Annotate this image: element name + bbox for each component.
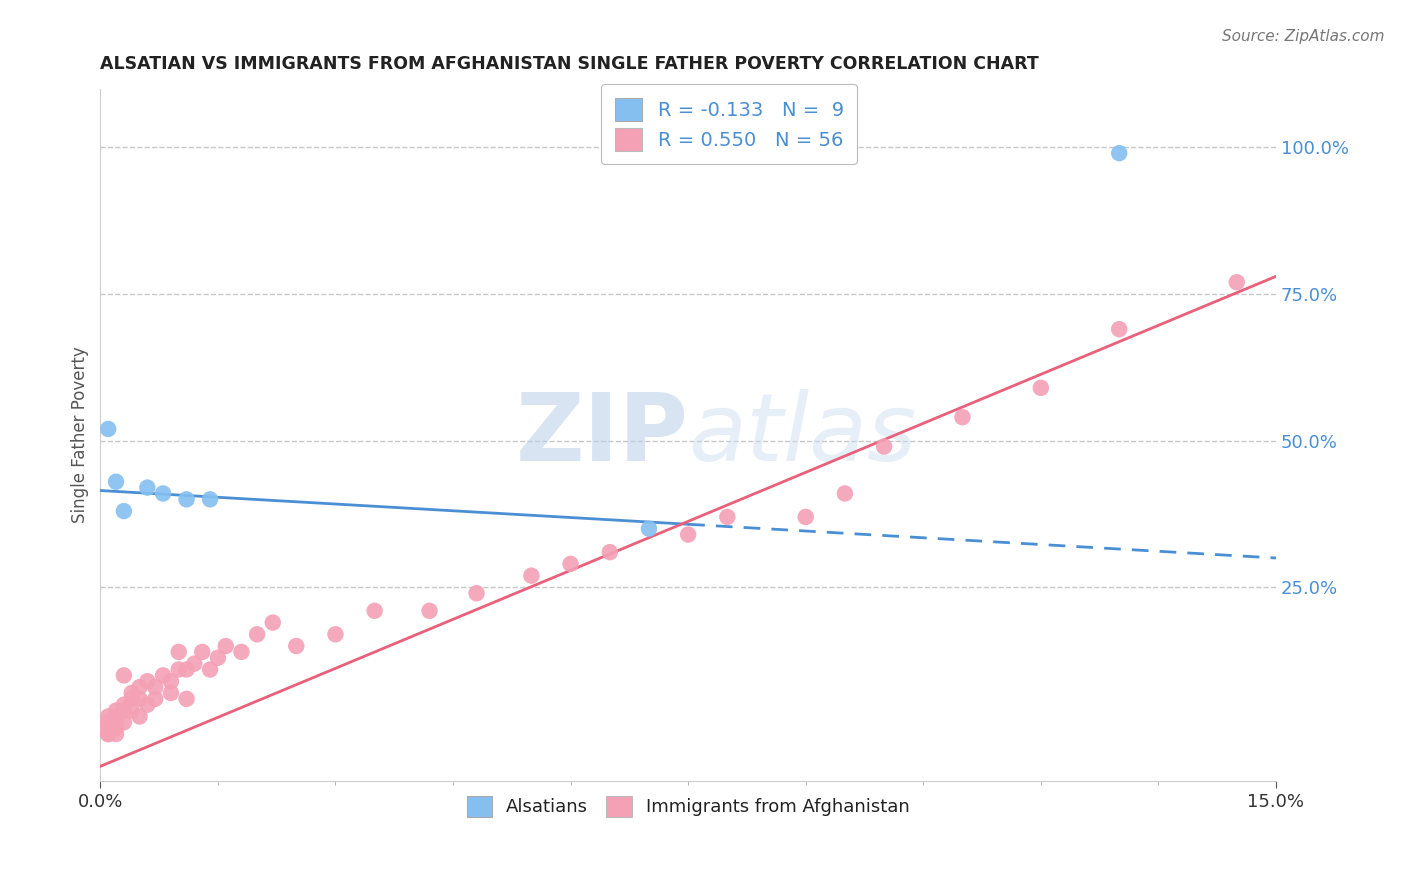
Point — [599, 545, 621, 559]
Point — [198, 492, 221, 507]
Point — [136, 481, 159, 495]
Point — [794, 510, 817, 524]
Text: Source: ZipAtlas.com: Source: ZipAtlas.com — [1222, 29, 1385, 45]
Legend: Alsatians, Immigrants from Afghanistan: Alsatians, Immigrants from Afghanistan — [460, 789, 917, 824]
Point — [152, 486, 174, 500]
Point — [676, 527, 699, 541]
Point — [520, 568, 543, 582]
Point — [97, 721, 120, 735]
Point — [160, 686, 183, 700]
Point — [160, 674, 183, 689]
Point — [105, 704, 128, 718]
Point — [262, 615, 284, 630]
Point — [112, 668, 135, 682]
Text: ALSATIAN VS IMMIGRANTS FROM AFGHANISTAN SINGLE FATHER POVERTY CORRELATION CHART: ALSATIAN VS IMMIGRANTS FROM AFGHANISTAN … — [100, 55, 1039, 73]
Point — [105, 715, 128, 730]
Point — [112, 698, 135, 712]
Point — [105, 709, 128, 723]
Point — [325, 627, 347, 641]
Point — [121, 691, 143, 706]
Point — [191, 645, 214, 659]
Point — [97, 422, 120, 436]
Point — [97, 727, 120, 741]
Point — [873, 440, 896, 454]
Point — [167, 645, 190, 659]
Point — [152, 668, 174, 682]
Point — [136, 674, 159, 689]
Point — [112, 715, 135, 730]
Point — [105, 727, 128, 741]
Point — [112, 504, 135, 518]
Point — [560, 557, 582, 571]
Point — [97, 727, 120, 741]
Point — [716, 510, 738, 524]
Point — [198, 663, 221, 677]
Point — [112, 704, 135, 718]
Point — [143, 680, 166, 694]
Y-axis label: Single Father Poverty: Single Father Poverty — [72, 346, 89, 524]
Text: ZIP: ZIP — [515, 389, 688, 481]
Point — [834, 486, 856, 500]
Point — [128, 680, 150, 694]
Point — [207, 650, 229, 665]
Point — [121, 686, 143, 700]
Point — [1029, 381, 1052, 395]
Point — [1108, 322, 1130, 336]
Point — [465, 586, 488, 600]
Point — [105, 475, 128, 489]
Point — [1226, 275, 1249, 289]
Point — [128, 691, 150, 706]
Point — [167, 663, 190, 677]
Point — [231, 645, 253, 659]
Point — [638, 522, 661, 536]
Point — [176, 691, 198, 706]
Point — [176, 663, 198, 677]
Point — [176, 492, 198, 507]
Point — [1108, 146, 1130, 161]
Text: atlas: atlas — [688, 389, 917, 480]
Point — [128, 709, 150, 723]
Point — [363, 604, 385, 618]
Point — [105, 721, 128, 735]
Point — [418, 604, 440, 618]
Point — [97, 715, 120, 730]
Point — [143, 691, 166, 706]
Point — [246, 627, 269, 641]
Point — [121, 704, 143, 718]
Point — [952, 410, 974, 425]
Point — [215, 639, 238, 653]
Point — [183, 657, 205, 671]
Point — [97, 709, 120, 723]
Point — [136, 698, 159, 712]
Point — [285, 639, 308, 653]
